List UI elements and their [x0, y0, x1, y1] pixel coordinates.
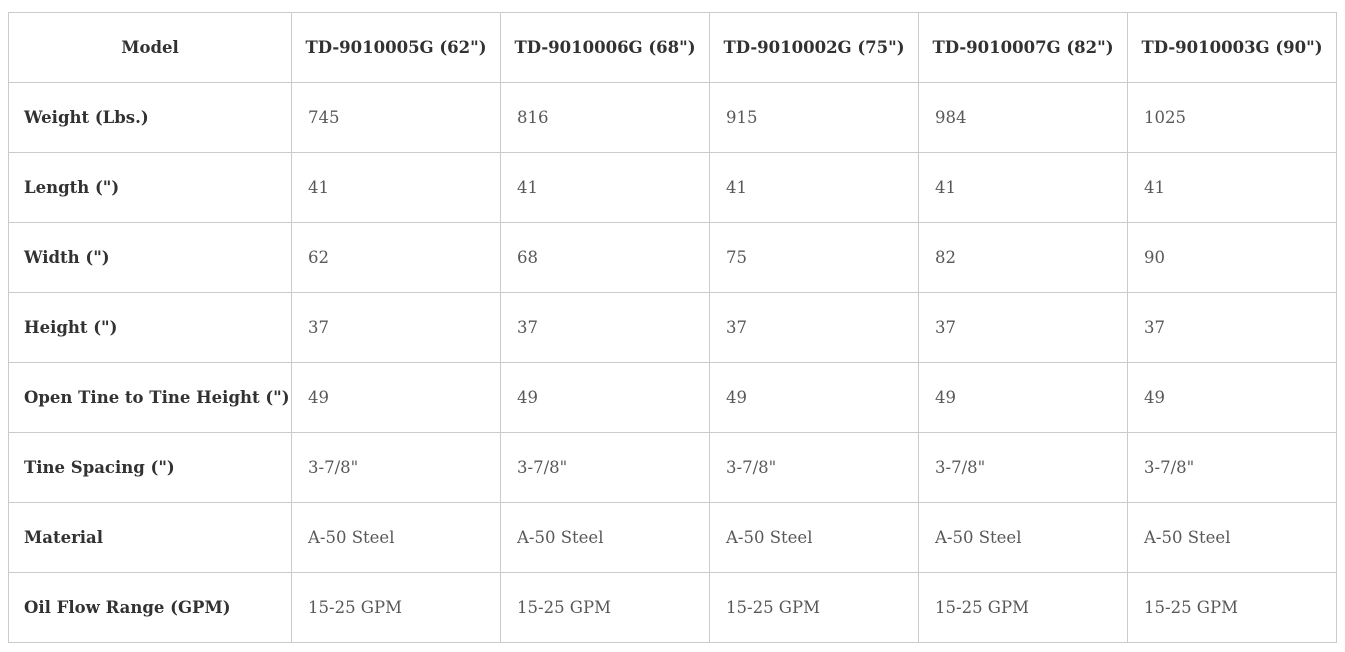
table-row-tine-spacing: Tine Spacing (") 3-7/8" 3-7/8" 3-7/8" 3-… [8, 432, 1337, 503]
spec-table: Model TD-9010005G (62") TD-9010006G (68"… [8, 12, 1337, 643]
table-row-oil-flow-range: Oil Flow Range (GPM) 15-25 GPM 15-25 GPM… [8, 572, 1337, 643]
table-cell: 37 [918, 292, 1128, 363]
table-cell: 41 [709, 152, 919, 223]
table-row-width: Width (") 62 68 75 82 90 [8, 222, 1337, 293]
table-cell: 41 [500, 152, 710, 223]
row-label: Oil Flow Range (GPM) [8, 572, 292, 643]
table-cell: 1025 [1127, 82, 1337, 153]
table-cell: 41 [918, 152, 1128, 223]
table-cell: 15-25 GPM [709, 572, 919, 643]
table-row-length: Length (") 41 41 41 41 41 [8, 152, 1337, 223]
header-column-1: TD-9010006G (68") [500, 12, 710, 83]
spec-table-body: Weight (Lbs.) 745 816 915 984 1025 Lengt… [8, 82, 1337, 643]
table-cell: 3-7/8" [291, 432, 501, 503]
header-model: Model [8, 12, 292, 83]
table-cell: 37 [1127, 292, 1337, 363]
header-column-4: TD-9010003G (90") [1127, 12, 1337, 83]
table-cell: 745 [291, 82, 501, 153]
table-cell: 41 [1127, 152, 1337, 223]
table-cell: 15-25 GPM [291, 572, 501, 643]
table-cell: A-50 Steel [709, 502, 919, 573]
table-row-weight: Weight (Lbs.) 745 816 915 984 1025 [8, 82, 1337, 153]
table-cell: 3-7/8" [1127, 432, 1337, 503]
table-cell: 3-7/8" [500, 432, 710, 503]
table-cell: 49 [709, 362, 919, 433]
row-label: Weight (Lbs.) [8, 82, 292, 153]
table-cell: 90 [1127, 222, 1337, 293]
table-cell: 15-25 GPM [918, 572, 1128, 643]
table-cell: 75 [709, 222, 919, 293]
header-row: Model TD-9010005G (62") TD-9010006G (68"… [8, 12, 1337, 83]
table-cell: 37 [500, 292, 710, 363]
table-cell: 82 [918, 222, 1128, 293]
table-cell: 37 [291, 292, 501, 363]
table-cell: 49 [1127, 362, 1337, 433]
table-cell: 915 [709, 82, 919, 153]
row-label: Material [8, 502, 292, 573]
table-cell: 49 [291, 362, 501, 433]
row-label: Width (") [8, 222, 292, 293]
table-row-material: Material A-50 Steel A-50 Steel A-50 Stee… [8, 502, 1337, 573]
row-label: Tine Spacing (") [8, 432, 292, 503]
table-cell: 49 [918, 362, 1128, 433]
table-row-open-tine-height: Open Tine to Tine Height (") 49 49 49 49… [8, 362, 1337, 433]
table-cell: 41 [291, 152, 501, 223]
table-cell: 816 [500, 82, 710, 153]
table-cell: 37 [709, 292, 919, 363]
table-cell: A-50 Steel [1127, 502, 1337, 573]
header-column-3: TD-9010007G (82") [918, 12, 1128, 83]
table-cell: A-50 Steel [918, 502, 1128, 573]
header-column-2: TD-9010002G (75") [709, 12, 919, 83]
table-cell: 984 [918, 82, 1128, 153]
table-cell: A-50 Steel [500, 502, 710, 573]
row-label: Height (") [8, 292, 292, 363]
spec-table-header: Model TD-9010005G (62") TD-9010006G (68"… [8, 12, 1337, 83]
row-label: Open Tine to Tine Height (") [8, 362, 292, 433]
table-cell: 3-7/8" [918, 432, 1128, 503]
row-label: Length (") [8, 152, 292, 223]
table-cell: 62 [291, 222, 501, 293]
table-cell: A-50 Steel [291, 502, 501, 573]
table-cell: 68 [500, 222, 710, 293]
header-column-0: TD-9010005G (62") [291, 12, 501, 83]
table-row-height: Height (") 37 37 37 37 37 [8, 292, 1337, 363]
table-cell: 15-25 GPM [500, 572, 710, 643]
table-cell: 15-25 GPM [1127, 572, 1337, 643]
table-cell: 49 [500, 362, 710, 433]
table-cell: 3-7/8" [709, 432, 919, 503]
